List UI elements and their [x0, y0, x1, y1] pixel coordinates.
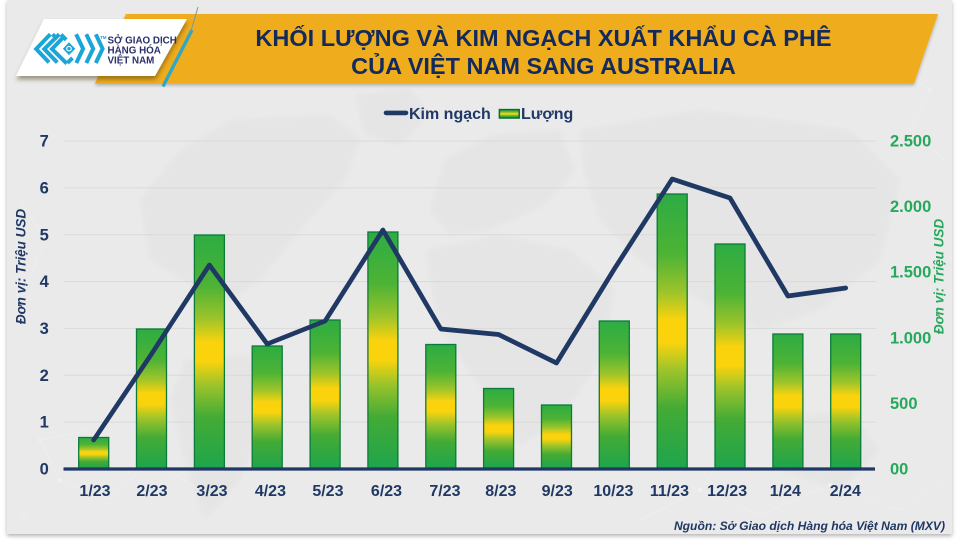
- svg-text:7: 7: [40, 133, 49, 151]
- svg-text:TM: TM: [100, 35, 107, 40]
- svg-text:5: 5: [40, 226, 49, 244]
- svg-text:Nguồn: Sở Giao dịch Hàng hóa V: Nguồn: Sở Giao dịch Hàng hóa Việt Nam (M…: [674, 519, 945, 533]
- svg-text:10/23: 10/23: [593, 483, 633, 500]
- svg-text:5/23: 5/23: [312, 483, 343, 500]
- svg-text:6: 6: [40, 180, 49, 198]
- svg-text:1: 1: [40, 414, 49, 432]
- svg-text:4/23: 4/23: [255, 483, 286, 500]
- svg-text:4: 4: [40, 273, 50, 291]
- svg-text:12/23: 12/23: [707, 483, 747, 500]
- svg-text:2/23: 2/23: [136, 483, 167, 500]
- svg-text:VIỆT NAM: VIỆT NAM: [108, 55, 155, 67]
- svg-text:8/23: 8/23: [485, 483, 516, 500]
- svg-text:SỞ GIAO DỊCH: SỞ GIAO DỊCH: [108, 35, 177, 47]
- svg-text:0: 0: [40, 461, 49, 479]
- svg-text:1.000: 1.000: [890, 329, 931, 347]
- svg-text:9/23: 9/23: [542, 483, 573, 500]
- svg-text:500: 500: [890, 395, 918, 413]
- svg-text:6/23: 6/23: [371, 483, 402, 500]
- svg-text:KHỐI LƯỢNG VÀ KIM NGẠCH XUẤT K: KHỐI LƯỢNG VÀ KIM NGẠCH XUẤT KHẨU CÀ PHÊ: [255, 24, 831, 51]
- svg-text:2: 2: [40, 367, 49, 385]
- svg-text:CỦA VIỆT NAM SANG AUSTRALIA: CỦA VIỆT NAM SANG AUSTRALIA: [351, 51, 736, 79]
- svg-text:3: 3: [40, 320, 49, 338]
- svg-text:1/23: 1/23: [79, 483, 110, 500]
- svg-text:7/23: 7/23: [429, 483, 460, 500]
- svg-text:Lượng: Lượng: [521, 106, 573, 123]
- svg-text:3/23: 3/23: [196, 483, 227, 500]
- svg-text:1.500: 1.500: [890, 264, 931, 282]
- svg-text:2.000: 2.000: [890, 198, 931, 216]
- svg-text:Đơn vị: Triệu USD: Đơn vị: Triệu USD: [14, 209, 29, 325]
- svg-text:2/24: 2/24: [830, 483, 861, 500]
- svg-text:2.500: 2.500: [890, 133, 931, 151]
- svg-text:Kim ngạch: Kim ngạch: [409, 106, 491, 123]
- svg-text:1/24: 1/24: [770, 483, 801, 500]
- svg-text:00: 00: [890, 461, 908, 479]
- svg-text:HÀNG HÓA: HÀNG HÓA: [108, 45, 161, 57]
- svg-text:11/23: 11/23: [650, 483, 689, 500]
- svg-text:Đơn vị: Triệu USD: Đơn vị: Triệu USD: [932, 219, 947, 335]
